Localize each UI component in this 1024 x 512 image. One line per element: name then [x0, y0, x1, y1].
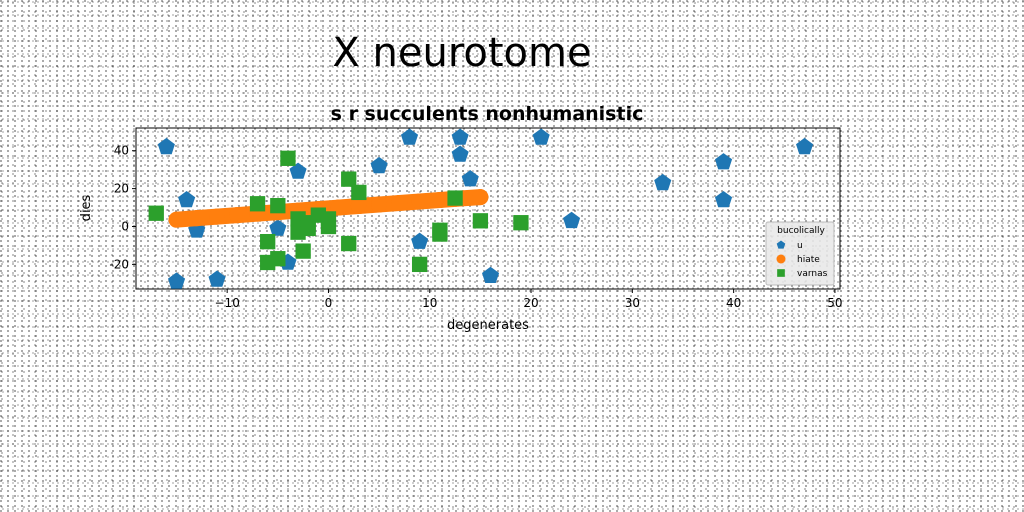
point-u [370, 156, 388, 174]
y-tick-label: 20 [114, 182, 129, 196]
point-hiate [168, 211, 185, 228]
point-hiate [229, 207, 246, 224]
point-u [411, 232, 429, 249]
point-u [157, 137, 175, 155]
point-u [451, 128, 469, 145]
y-tick-label: 0 [121, 219, 129, 233]
point-u [451, 145, 469, 162]
point-varnas [270, 198, 286, 214]
x-tick-label: 40 [726, 296, 741, 310]
point-varnas [295, 243, 311, 259]
point-u [400, 128, 419, 145]
y-axis-label: dies [79, 194, 94, 221]
figure-suptitle: X neurotome [332, 30, 591, 76]
point-u [715, 191, 733, 208]
plot-area [135, 127, 841, 290]
x-tick-label: −10 [215, 296, 240, 310]
y-axis: -20 0 20 40 [109, 144, 136, 271]
point-u [208, 270, 226, 287]
point-varnas [341, 171, 357, 187]
chart-title: s r succulents nonhumanistic [331, 103, 644, 125]
point-varnas [341, 235, 357, 252]
point-hiate [431, 191, 448, 208]
legend: bucolically u hiate varnas [765, 221, 835, 286]
point-hiate [209, 208, 226, 225]
point-varnas [513, 215, 529, 231]
legend-marker-u [776, 240, 786, 249]
point-u [563, 211, 581, 229]
legend-label-u: u [797, 241, 803, 251]
x-axis-label: degenerates [447, 318, 529, 333]
point-varnas [351, 184, 367, 201]
point-varnas [280, 150, 296, 166]
point-varnas [148, 205, 164, 221]
point-varnas [447, 190, 463, 206]
point-hiate [371, 196, 388, 213]
point-hiate [391, 195, 408, 212]
x-axis: −10 0 10 20 30 40 50 [215, 289, 843, 310]
point-hiate [188, 210, 205, 227]
point-u [532, 128, 550, 145]
point-u [269, 219, 287, 236]
point-hiate [350, 198, 367, 215]
point-u [796, 137, 814, 155]
point-hiate [411, 193, 428, 210]
series-varnas [148, 150, 529, 273]
legend-marker-hiate [776, 254, 786, 264]
point-varnas [432, 226, 448, 242]
point-u [482, 266, 500, 283]
y-tick-label: -20 [109, 257, 129, 271]
point-u [168, 272, 186, 289]
point-varnas [260, 233, 276, 250]
legend-label-varnas: varnas [797, 269, 828, 279]
point-varnas [411, 256, 428, 273]
point-varnas [249, 196, 266, 212]
point-u [715, 153, 733, 170]
x-tick-label: 0 [325, 296, 333, 310]
point-u [654, 173, 672, 191]
point-varnas [270, 251, 286, 267]
y-tick-label: 40 [114, 144, 129, 158]
point-u [289, 162, 307, 179]
point-u [461, 170, 479, 187]
point-varnas [300, 220, 316, 237]
legend-label-hiate: hiate [797, 255, 820, 265]
x-tick-label: 20 [523, 296, 538, 310]
x-tick-label: 10 [422, 296, 437, 310]
data-marks [148, 128, 814, 289]
legend-title: bucolically [777, 226, 825, 236]
x-tick-label: 50 [827, 296, 842, 310]
legend-marker-varnas [777, 269, 785, 277]
x-tick-label: 30 [625, 296, 640, 310]
point-u [178, 191, 196, 208]
point-varnas [320, 211, 337, 227]
point-varnas [472, 213, 489, 229]
point-hiate [472, 189, 489, 206]
